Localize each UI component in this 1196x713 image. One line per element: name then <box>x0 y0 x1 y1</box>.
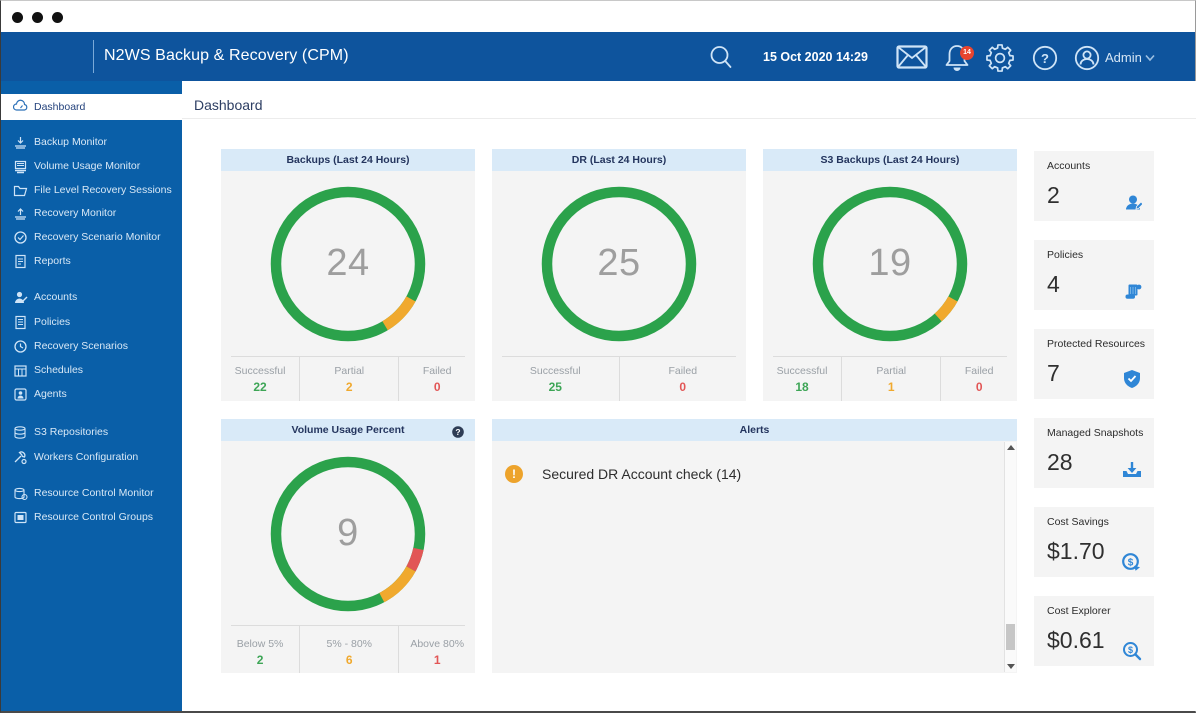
svg-text:$: $ <box>1128 645 1133 655</box>
svg-text:$: $ <box>1128 558 1134 569</box>
svg-text:?: ? <box>455 427 460 437</box>
svg-text:?: ? <box>1041 51 1049 66</box>
